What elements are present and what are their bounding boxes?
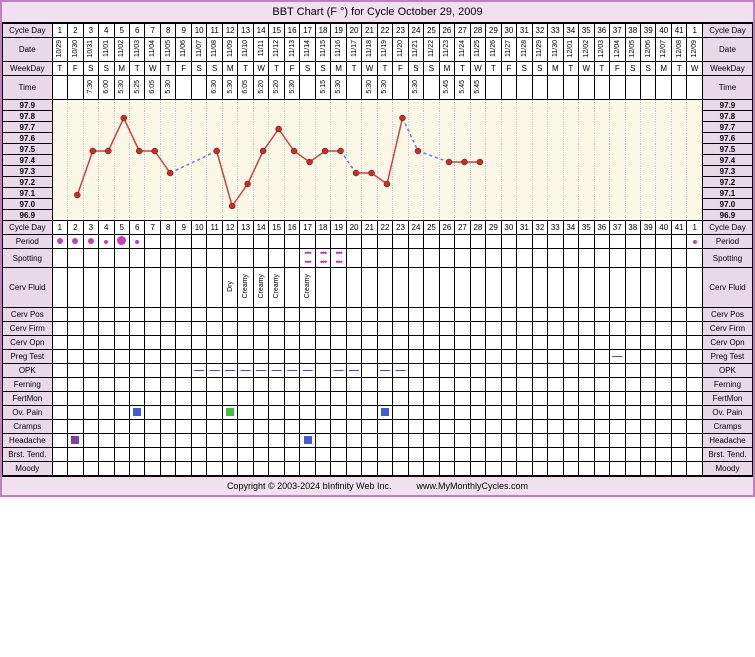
- bbt-table: Cycle Day1234567891011121314151617181920…: [2, 23, 753, 476]
- bbt-chart-container: BBT Chart (F °) for Cycle October 29, 20…: [0, 0, 755, 497]
- copyright: Copyright © 2003-2024 bInfinity Web Inc.: [227, 481, 392, 491]
- footer: Copyright © 2003-2024 bInfinity Web Inc.…: [2, 476, 753, 495]
- chart-title: BBT Chart (F °) for Cycle October 29, 20…: [2, 2, 753, 23]
- site-url: www.MyMonthlyCycles.com: [417, 481, 529, 491]
